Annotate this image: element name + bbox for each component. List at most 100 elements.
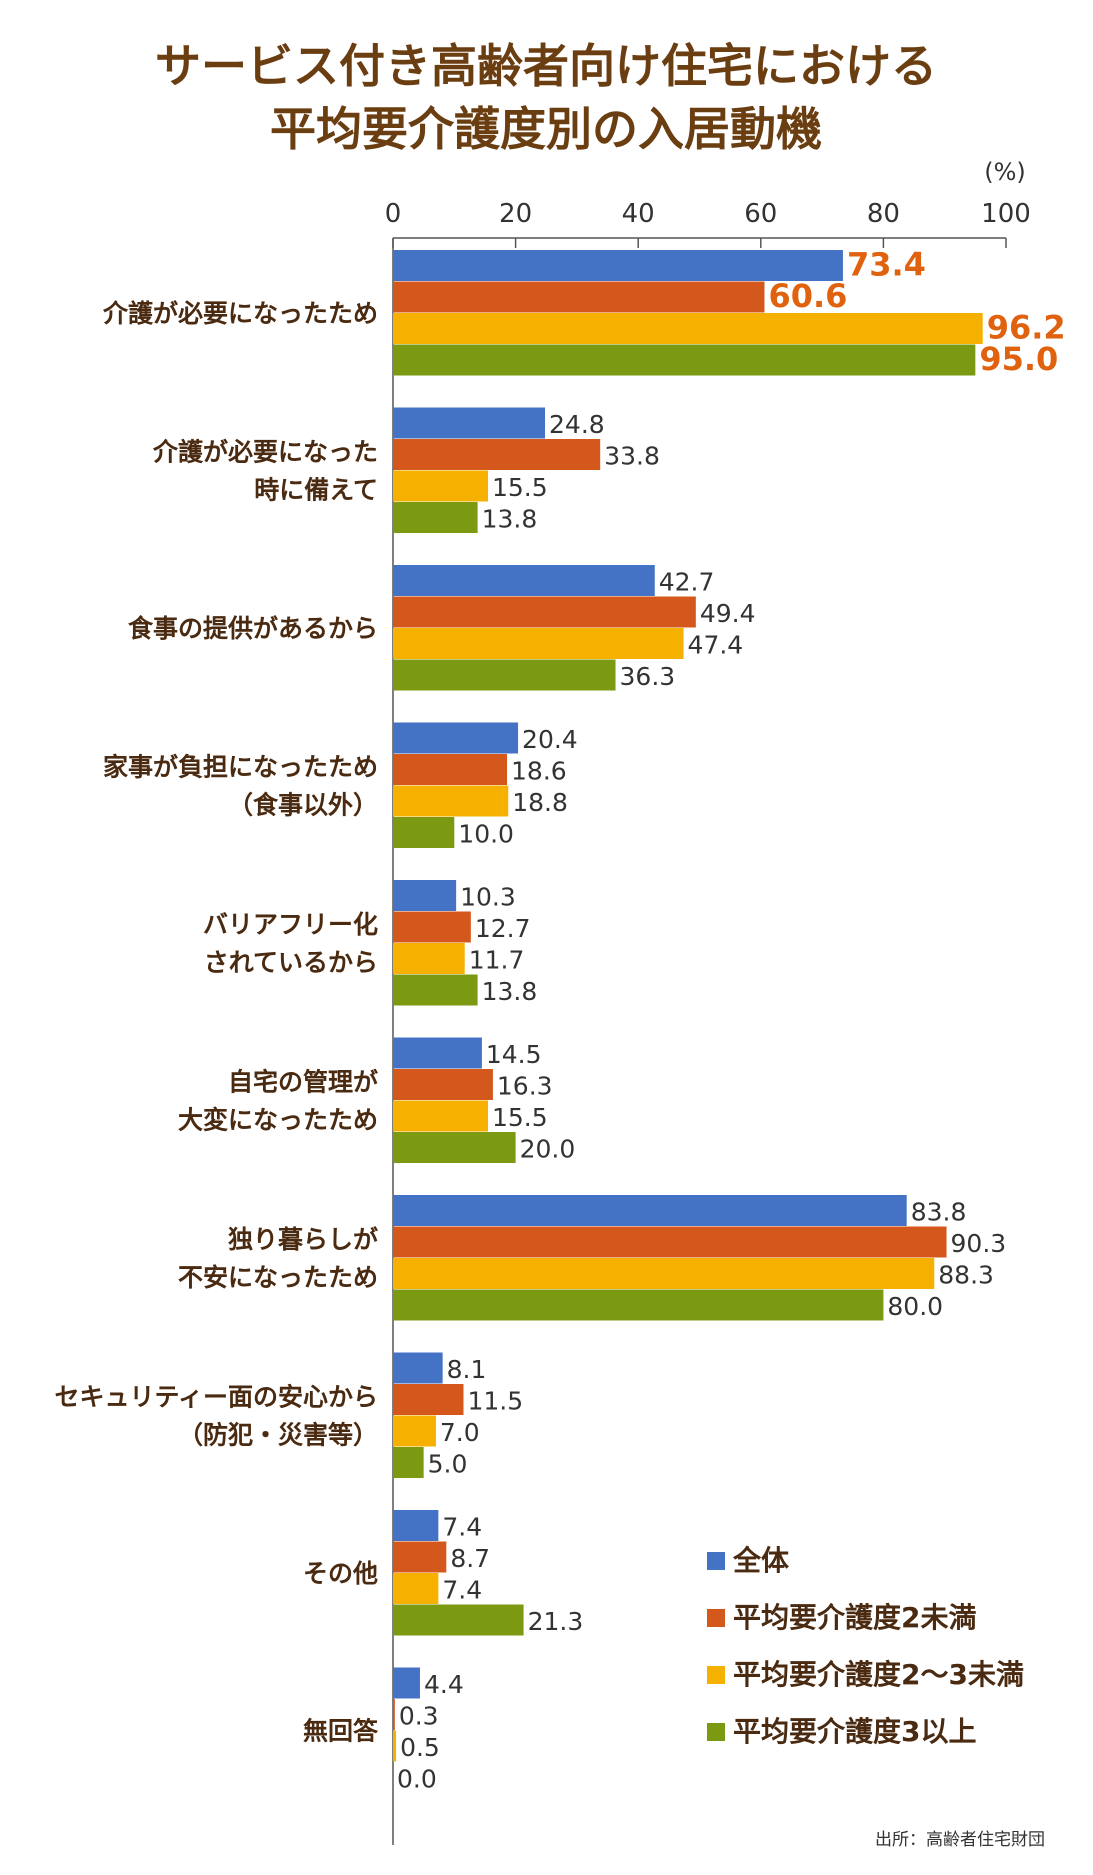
bar: [393, 596, 696, 628]
category-label: 時に備えて: [254, 476, 378, 505]
x-tick-label: 40: [622, 199, 655, 229]
bar: [393, 1100, 489, 1132]
category-label: （防犯・災害等）: [178, 1421, 378, 1450]
category-label: 自宅の管理が: [228, 1068, 378, 1097]
data-label: 11.5: [467, 1387, 523, 1416]
data-label: 7.4: [442, 1513, 482, 1542]
bar: [393, 407, 546, 439]
data-label: 47.4: [688, 631, 744, 660]
bar: [393, 281, 765, 313]
data-label: 42.7: [659, 568, 715, 597]
bar-group: 4.4 0.30.5 0.0: [393, 1667, 464, 1794]
bar: [393, 1352, 443, 1384]
bar: [393, 344, 976, 376]
category-label: されているから: [204, 948, 378, 977]
bar: [393, 502, 478, 533]
bar: [393, 1604, 524, 1636]
data-label: 33.8: [604, 442, 660, 471]
data-label: 60.6: [768, 277, 847, 315]
data-label: 21.3: [528, 1607, 584, 1636]
legend-swatch: [707, 1723, 725, 1741]
category-label: その他: [303, 1559, 378, 1588]
data-label: 5.0: [428, 1450, 468, 1479]
bar: [393, 1289, 884, 1321]
bar: [393, 313, 983, 344]
category-label: セキュリティー面の安心から: [54, 1383, 378, 1412]
category-label: 食事の提供があるから: [128, 614, 378, 643]
legend-swatch: [707, 1609, 725, 1627]
data-label: 4.4: [424, 1670, 464, 1699]
data-label: 18.8: [512, 788, 568, 817]
data-label: 16.3: [497, 1072, 553, 1101]
data-label: 73.4: [847, 246, 926, 284]
data-label: 49.4: [700, 599, 756, 628]
category-label: 不安になったため: [178, 1263, 378, 1292]
bar: [393, 628, 684, 659]
bar: [393, 1541, 447, 1573]
legend-swatch: [707, 1552, 725, 1570]
data-label: 8.1: [447, 1355, 487, 1384]
bar: [393, 1730, 397, 1762]
x-tick-label: 20: [499, 199, 532, 229]
category-label: 大変になったため: [178, 1106, 378, 1135]
data-label: 15.5: [492, 1103, 548, 1132]
data-label: 18.6: [511, 757, 567, 786]
data-label: 0.5: [400, 1733, 440, 1762]
data-label: 88.3: [938, 1261, 994, 1290]
bar: [393, 565, 655, 596]
bar: [393, 911, 471, 943]
x-tick-label: 60: [744, 199, 777, 229]
data-label: 7.4: [442, 1576, 482, 1605]
data-label: 95.0: [979, 340, 1058, 378]
bar: [393, 880, 457, 911]
data-label: 96.2: [987, 309, 1066, 347]
bar: [393, 439, 601, 470]
bar-group: 83.890.3 88.380.0: [393, 1195, 1006, 1321]
bar-group: 20.4 18.618.8 10.0: [393, 722, 578, 849]
x-tick-label: 100: [981, 199, 1031, 229]
bar: [393, 943, 465, 974]
bar: [393, 974, 478, 1006]
bar-group: 42.749.4 47.4 36.3: [393, 565, 755, 691]
bar-group: 7.48.77.421.3: [393, 1510, 583, 1636]
unit-label: (%): [984, 158, 1026, 186]
category-label: 独り暮らしが: [228, 1225, 378, 1254]
bar: [393, 1699, 395, 1730]
bar: [393, 1415, 436, 1447]
data-label: 14.5: [486, 1040, 542, 1069]
legend-label: 全体: [732, 1544, 790, 1577]
data-label: 10.3: [460, 883, 516, 912]
category-label: 介護が必要になったため: [102, 299, 378, 328]
bar: [393, 722, 519, 754]
bar: [393, 1667, 420, 1699]
bar-group: 73.460.6 96.295.0: [393, 246, 1066, 378]
category-label: バリアフリー化: [203, 910, 378, 939]
bar: [393, 785, 509, 817]
bar: [393, 1037, 482, 1069]
data-label: 24.8: [549, 410, 605, 439]
data-label: 15.5: [492, 473, 548, 502]
bar: [393, 1195, 907, 1226]
data-label: 8.7: [450, 1544, 490, 1573]
legend-label: 平均要介護度2〜3未満: [733, 1658, 1024, 1691]
data-label: 12.7: [475, 914, 531, 943]
title-line-1: サービス付き高齢者向け住宅における: [155, 39, 937, 93]
bar-group: 8.1 11.57.0 5.0: [393, 1352, 523, 1479]
bar: [393, 817, 455, 848]
bar: [393, 754, 508, 785]
bar: [393, 1132, 516, 1163]
data-label: 7.0: [440, 1418, 480, 1447]
data-label: 13.8: [482, 505, 538, 534]
x-tick-label: 0: [385, 199, 402, 229]
data-label: 0.0: [397, 1765, 437, 1794]
bar-group: 10.312.7 11.713.8: [393, 880, 537, 1006]
category-label: 無回答: [303, 1717, 379, 1746]
data-label: 10.0: [458, 820, 514, 849]
category-labels: 介護が必要になったため介護が必要になった時に備えて食事の提供があるから家事が負担…: [54, 299, 379, 1746]
data-label: 0.3: [399, 1702, 439, 1731]
data-label: 36.3: [620, 662, 676, 691]
bar: [393, 1069, 493, 1100]
data-label: 80.0: [887, 1292, 943, 1321]
